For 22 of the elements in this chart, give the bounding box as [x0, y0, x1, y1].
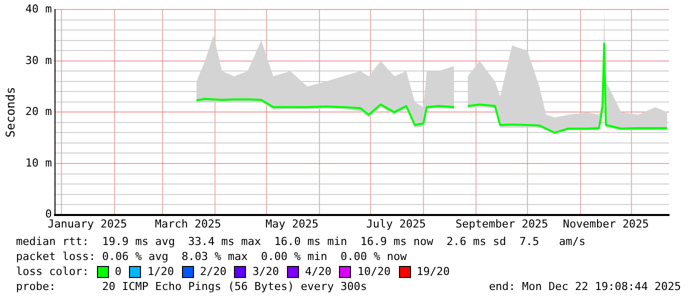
x-tick-label: July 2025 — [366, 217, 426, 230]
y-axis-title: Seconds — [3, 86, 18, 138]
x-tick-label: November 2025 — [562, 217, 649, 230]
text: probe: 20 ICMP Echo Pings (56 Bytes) every 300s — [16, 279, 367, 294]
x-tick-label: March 2025 — [154, 217, 222, 230]
text: packet loss: 0.06 % avg 8.03 % max 0.00 % min 0.00 % now — [16, 249, 408, 264]
y-tick-label: 30 m — [25, 54, 52, 67]
y-tick-label: 40 m — [25, 2, 52, 16]
y-tick-label: 10 m — [25, 156, 52, 170]
y-tick-label: 20 m — [25, 105, 52, 118]
legend-label: 19/20 — [416, 264, 450, 279]
legend-label: 1/20 — [147, 264, 174, 279]
legend-label: 3/20 — [252, 264, 279, 279]
x-tick-label: May 2025 — [266, 217, 318, 230]
text: median rtt: 19.9 ms avg 33.4 ms max 16.0 ms min 16.9 ms now 2.6 ms sd 7.5 am/s — [16, 234, 587, 249]
legend-label: 2/20 — [200, 264, 226, 279]
legend-label: 0 — [114, 264, 122, 279]
legend-label: 4/20 — [304, 264, 332, 279]
legend-title: loss color: — [16, 264, 89, 279]
text: end: Mon Dec 22 19:08:44 2025 — [488, 279, 681, 294]
legend-label: 10/20 — [357, 264, 391, 279]
x-tick-label: September 2025 — [455, 217, 548, 230]
